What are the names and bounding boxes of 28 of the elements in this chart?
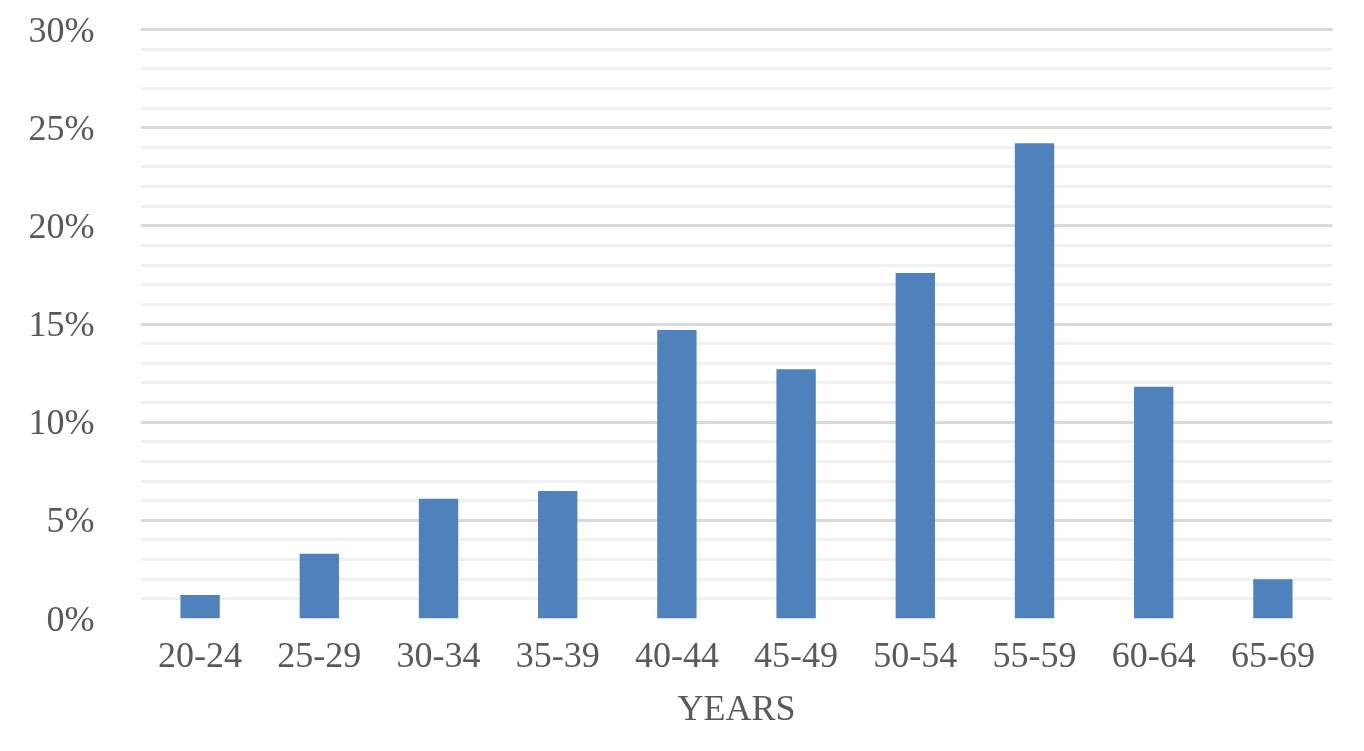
x-tick-label: 40-44 (634, 634, 719, 675)
x-tick-label: 50-54 (873, 634, 958, 675)
x-tick-label: 60-64 (1111, 634, 1196, 675)
bar (895, 272, 935, 619)
y-tick-label: 30% (28, 9, 95, 50)
x-tick-label: 65-69 (1230, 634, 1315, 675)
x-tick-label: 35-39 (515, 634, 600, 675)
y-tick-label: 10% (28, 402, 95, 443)
bar (1134, 386, 1174, 619)
bar (776, 369, 816, 619)
y-tick-label: 0% (46, 598, 95, 639)
x-tick-label: 45-49 (754, 634, 839, 675)
x-tick-label: 20-24 (158, 634, 243, 675)
x-axis-title: YEARS (677, 687, 796, 728)
y-tick-label: 25% (28, 107, 95, 148)
x-tick-label: 25-29 (277, 634, 362, 675)
bar (538, 490, 578, 619)
bar (1014, 143, 1055, 619)
x-tick-label: 30-34 (396, 634, 481, 675)
bar (657, 329, 697, 619)
bar (418, 498, 459, 619)
y-tick-label: 5% (46, 500, 95, 541)
bar (1253, 579, 1293, 619)
y-tick-label: 15% (28, 304, 95, 344)
x-tick-label: 55-59 (992, 634, 1077, 675)
bar (299, 553, 339, 619)
y-tick-label: 20% (28, 205, 95, 246)
bar (180, 594, 220, 619)
